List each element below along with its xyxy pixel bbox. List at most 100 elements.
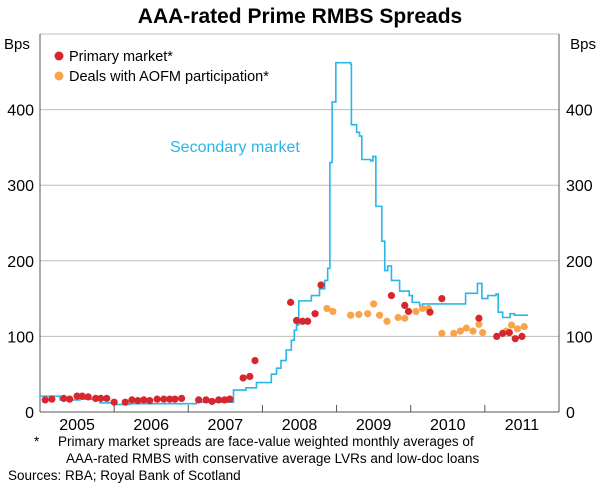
primary-market-point [48, 395, 56, 403]
primary-market-point [97, 394, 105, 402]
primary-market-point [239, 374, 247, 382]
primary-market-point [84, 393, 92, 401]
aofm-deal-point [412, 307, 420, 316]
primary-market-point [499, 329, 507, 337]
aofm-deal-point [479, 329, 487, 337]
legend-marker-primary [54, 51, 64, 61]
aofm-deal-point [456, 327, 464, 335]
footnote-marker: * [34, 434, 40, 449]
primary-market-point [103, 394, 111, 402]
aofm-deal-point [394, 313, 402, 322]
aofm-deal-point [520, 322, 528, 331]
secondary-market-annotation: Secondary market [170, 139, 300, 156]
x-tick-label: 2008 [282, 417, 318, 434]
primary-market-point [298, 317, 307, 325]
aofm-deal-point [469, 327, 477, 335]
primary-market-point [292, 316, 301, 325]
primary-market-point [511, 335, 519, 343]
aofm-deal-point [364, 310, 372, 318]
y-tick-label-left: 100 [7, 329, 34, 346]
primary-market-point [518, 332, 526, 340]
primary-market-point [287, 298, 295, 306]
primary-market-point [171, 395, 179, 403]
primary-market-point [304, 317, 312, 325]
legend: Primary market* Deals with AOFM particip… [54, 49, 269, 85]
primary-market-point [121, 398, 129, 406]
aofm-deal-point [347, 311, 355, 319]
primary-market-point [41, 396, 49, 404]
primary-market-point [202, 396, 210, 404]
primary-market-point [505, 329, 513, 337]
sources: Sources: RBA; Royal Bank of Scotland [8, 468, 241, 483]
aofm-deal-point [323, 304, 331, 313]
primary-market-point [493, 332, 501, 340]
primary-market-point [317, 281, 325, 289]
y-tick-label-right: 0 [566, 405, 575, 422]
aofm-deal-point [438, 329, 446, 337]
primary-market-point [226, 395, 234, 403]
primary-market-point [195, 396, 203, 404]
y-tick-label-right: 100 [566, 329, 593, 346]
aofm-deal-point [462, 324, 470, 332]
primary-market-point [110, 398, 118, 406]
primary-market-point [438, 295, 446, 303]
primary-market-point [128, 396, 136, 404]
y-tick-label-right: 300 [566, 178, 593, 195]
footnote-line2: AAA-rated RMBS with conservative average… [66, 451, 480, 466]
primary-market-point [140, 396, 148, 404]
primary-market-point [160, 395, 168, 403]
aofm-deal-point [418, 304, 427, 313]
aofm-deal-point [507, 321, 516, 329]
x-tick-label: 2010 [430, 417, 466, 434]
primary-market-point [73, 392, 81, 400]
chart-title: AAA-rated Prime RMBS Spreads [138, 5, 462, 28]
aofm-deal-point [401, 314, 409, 322]
y-tick-label-right: 200 [566, 254, 593, 271]
legend-marker-aofm [54, 71, 64, 81]
legend-label-aofm: Deals with AOFM participation* [69, 69, 269, 85]
y-axis-label-left: Bps [4, 36, 30, 53]
x-tick-label: 2005 [59, 417, 95, 434]
primary-market-point [404, 307, 413, 316]
primary-market-point [146, 397, 154, 405]
primary-market-point [311, 310, 319, 318]
primary-market-point [66, 395, 74, 403]
primary-market-point [475, 314, 483, 322]
x-tick-label: 2007 [208, 417, 244, 434]
y-tick-label-left: 0 [25, 405, 34, 422]
x-tick-label: 2011 [505, 417, 540, 434]
y-tick-label-left: 400 [7, 103, 34, 120]
primary-market-point [426, 308, 434, 316]
aofm-deal-point [375, 311, 384, 319]
primary-market-point [215, 396, 223, 404]
legend-label-primary: Primary market* [69, 49, 173, 65]
y-tick-label-right: 400 [566, 103, 593, 120]
primary-market-point [153, 395, 161, 403]
aofm-deal-point [383, 317, 391, 325]
aofm-deal-point [513, 325, 522, 333]
aofm-deal-point [450, 329, 458, 337]
primary-market-point [78, 392, 86, 400]
footnote: * Primary market spreads are face-value w… [8, 433, 479, 484]
secondary-market-line [40, 61, 528, 406]
footnote-line1: Primary market spreads are face-value we… [58, 434, 474, 449]
primary-market-point [251, 356, 259, 365]
primary-market-point [134, 397, 142, 405]
primary-market-point [246, 372, 254, 381]
y-tick-label-left: 300 [7, 178, 34, 195]
aofm-deal-point [329, 307, 337, 316]
primary-market-point [60, 394, 68, 402]
primary-market-point [92, 394, 100, 402]
primary-market-point [401, 301, 409, 310]
primary-market-point [178, 394, 186, 402]
x-tick-label: 2006 [133, 417, 169, 434]
x-tick-label: 2009 [356, 417, 392, 434]
primary-market-point [387, 291, 396, 300]
aofm-deal-point [475, 320, 483, 328]
primary-market-point [208, 397, 216, 406]
aofm-deal-point [370, 300, 378, 308]
aofm-deal-point [355, 310, 363, 319]
y-tick-label-left: 200 [7, 254, 34, 271]
